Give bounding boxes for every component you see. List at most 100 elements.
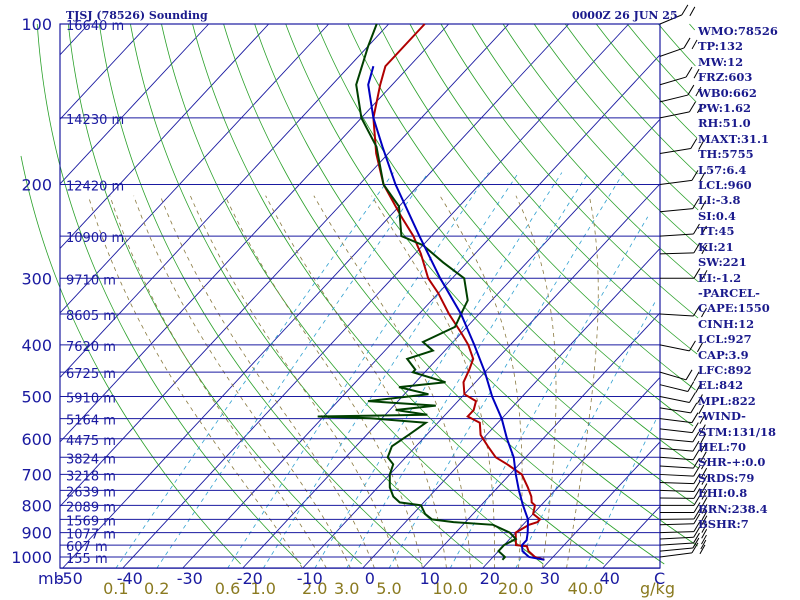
- stat-line: LCL:927: [698, 332, 752, 347]
- chart-title: TJSJ (78526) Sounding: [66, 9, 208, 22]
- dry-adiabat: [440, 23, 699, 319]
- moist-adiabat: [515, 195, 557, 569]
- dry-adiabat: [347, 23, 694, 427]
- wind-barb-flag: [699, 424, 706, 434]
- wind-barb-flag: [693, 532, 700, 544]
- wind-barb-flag: [693, 68, 700, 79]
- dry-adiabat: [627, 23, 697, 103]
- isotherm: [59, 23, 90, 56]
- temperature-tick-label: 30: [540, 569, 560, 588]
- wind-barb-flag: [693, 502, 701, 513]
- wind-barb-flag: [692, 449, 700, 461]
- wind-barb: [659, 407, 691, 414]
- wind-barb-flag: [700, 451, 707, 461]
- wind-barb-flag: [693, 513, 701, 524]
- wind-barb: [659, 252, 694, 255]
- height-label: 3824 m: [66, 452, 116, 467]
- stat-line: SRDS:79: [698, 470, 755, 485]
- wind-barb: [659, 542, 694, 546]
- height-label: 3218 m: [66, 469, 116, 484]
- wind-barb-flag: [690, 402, 698, 414]
- wind-barb-flag: [693, 527, 701, 538]
- moist-adiabat: [133, 195, 351, 569]
- wind-barb-flag: [691, 39, 698, 50]
- wind-barb-flag: [701, 459, 707, 470]
- wind-barb-flag: [699, 172, 706, 182]
- wind-barb: [659, 547, 693, 552]
- wind-barb: [659, 531, 694, 534]
- isotherm: [59, 23, 330, 314]
- wind-barb-flag: [700, 539, 707, 550]
- wind-barb-flag: [690, 138, 698, 149]
- wind-barb-flag: [698, 404, 705, 415]
- dry-adiabat: [285, 23, 695, 505]
- wind-barb: [659, 552, 693, 558]
- stat-line: WB0:662: [698, 85, 757, 100]
- dry-adiabat: [192, 23, 604, 565]
- wind-barb-flag: [701, 475, 708, 485]
- pressure-tick-label: 800: [21, 496, 52, 515]
- sounding-lines: [317, 23, 545, 561]
- height-label: 1077 m: [66, 528, 116, 543]
- mixing-ratio-label: 20.0: [498, 579, 534, 598]
- mixing-ratio-line: [156, 172, 429, 569]
- temperature-axis-unit: C: [654, 569, 665, 588]
- wind-barb: [659, 14, 683, 25]
- height-label: 9710 m: [66, 273, 116, 288]
- wind-barb-flag: [691, 170, 699, 181]
- mixing-ratio-line: [346, 172, 589, 569]
- wind-barb-flag: [701, 270, 708, 280]
- wind-barb: [659, 111, 690, 119]
- isotherm: [59, 23, 270, 249]
- dry-adiabat: [20, 155, 241, 565]
- isotherm: [242, 119, 661, 569]
- stat-line: CAP:3.9: [698, 347, 749, 362]
- stat-line: EL:842: [698, 378, 744, 393]
- wind-barb-flag: [701, 523, 708, 533]
- stat-line: LFC:892: [698, 362, 752, 377]
- stat-line: SI:0.4: [698, 208, 736, 223]
- wind-barb-flag: [699, 414, 706, 424]
- stat-line: -WIND-: [698, 409, 746, 424]
- height-label: 4475 m: [66, 434, 116, 449]
- wind-barb-flag: [700, 442, 707, 453]
- wind-barb: [659, 94, 688, 103]
- dry-adiabat: [223, 23, 665, 565]
- wind-barb: [659, 465, 694, 469]
- stat-line: STM:131/18: [698, 424, 777, 439]
- stat-line: KI:21: [698, 239, 734, 254]
- moist-adiabat: [439, 195, 523, 569]
- temperature-tick-label: -30: [177, 569, 203, 588]
- wind-barb-flag: [697, 342, 703, 353]
- stat-line: EI:-1.2: [698, 270, 742, 285]
- wind-barb-flag: [695, 86, 702, 97]
- mixing-ratio-label: 10.0: [432, 579, 468, 598]
- temperature-tick-label: -20: [237, 569, 263, 588]
- moist-adiabat: [189, 195, 399, 569]
- temperature-tick-label: -40: [117, 569, 143, 588]
- isotherm: [59, 23, 210, 185]
- height-label: 155 m: [66, 552, 108, 567]
- isotherm: [422, 312, 661, 569]
- wind-barb-flag: [693, 495, 701, 506]
- temperature-tick-label: -10: [297, 569, 323, 588]
- wind-barb-flag: [692, 440, 700, 452]
- wind-barb: [659, 208, 693, 213]
- isotherm: [59, 23, 510, 507]
- wind-barb-flag: [693, 481, 701, 492]
- stat-line: BRN:238.4: [698, 501, 768, 516]
- wind-barb-flag: [693, 521, 701, 532]
- wind-barb-flag: [693, 371, 700, 382]
- wind-barb: [659, 523, 694, 526]
- height-label: 7620 m: [66, 340, 116, 355]
- height-label: 5164 m: [66, 414, 116, 429]
- wind-barb: [659, 384, 688, 392]
- wind-barb: [659, 47, 685, 57]
- wind-barb-flag: [701, 534, 707, 545]
- pressure-tick-label: 300: [21, 269, 52, 288]
- wind-barbs: [659, 4, 708, 558]
- wind-barb-flag: [693, 223, 700, 235]
- isotherm: [302, 183, 661, 569]
- height-label: 1569 m: [66, 514, 116, 529]
- temperature-tick-label: 40: [600, 569, 620, 588]
